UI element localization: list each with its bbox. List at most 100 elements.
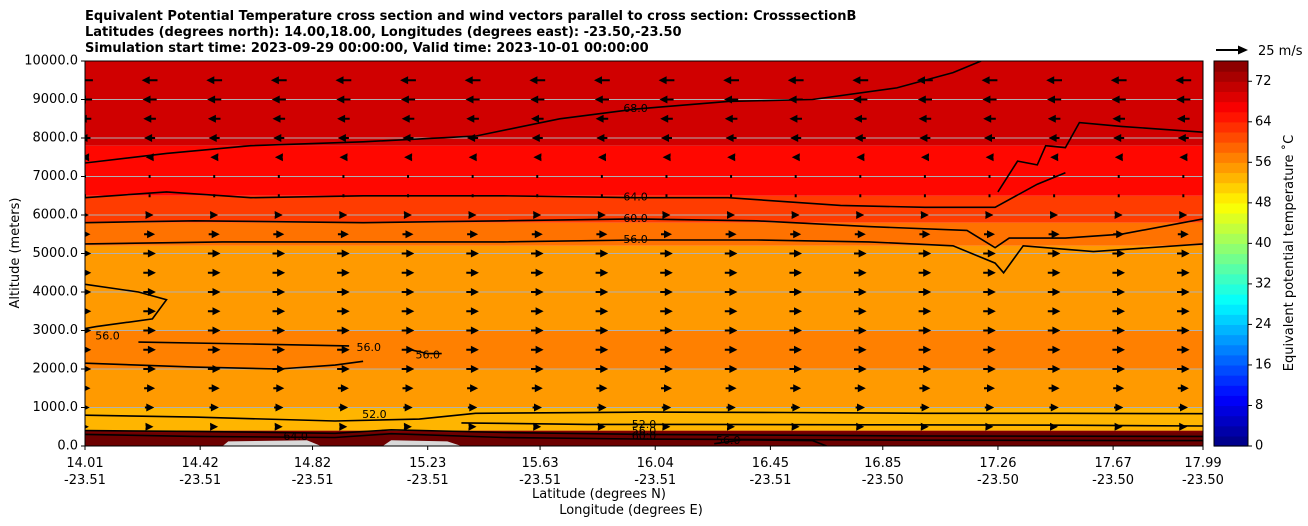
wind-vector-2-15 [1047,114,1061,123]
wind-vector-11-14 [983,288,996,296]
wind-vector-3-7 [531,134,543,142]
wind-vector-3-9 [661,134,672,142]
x-tick-lon-label-9: -23.50 [1092,473,1134,488]
wind-vector-6-9 [665,194,668,198]
chart-title-line-1: Equivalent Potential Temperature cross s… [85,9,857,24]
wind-vector-6-17 [1182,194,1185,198]
x-tick-lat-label-5: 16.04 [637,456,674,471]
wind-vector-13-15 [1047,326,1061,335]
y-tick-label-0: 0.0 [57,439,78,454]
wind-vector-7-8 [597,211,606,219]
wind-vector-8-6 [467,230,479,239]
wind-vector-6-3 [277,194,280,198]
wind-vector-15-12 [854,365,867,373]
wind-vector-0-16 [1110,76,1127,85]
wind-vector-3-5 [402,134,414,142]
quiver-key-label: 25 m/s [1258,44,1303,59]
wind-vector-1-0 [85,95,93,104]
wind-vector-16-13 [919,384,931,393]
wind-vector-1-3 [271,95,286,104]
wind-vector-13-17 [1177,326,1190,335]
wind-vector-12-11 [789,307,802,316]
wind-vector-11-13 [918,288,932,296]
wind-vector-3-14 [984,134,995,142]
wind-vector-1-10 [724,95,739,104]
wind-vector-17-15 [1049,403,1059,412]
wind-vector-5-14 [988,175,991,178]
wind-vector-15-14 [983,365,996,373]
wind-vector-0-10 [723,76,739,85]
colorbar-tick-label-3: 24 [1255,317,1272,332]
wind-vector-16-6 [467,384,479,393]
x-tick-lat-label-2: 14.82 [294,456,331,471]
wind-vector-10-15 [1047,268,1061,277]
contour-label-6: 56.0 [415,349,440,362]
wind-vector-14-5 [401,345,415,354]
wind-vector-13-16 [1112,326,1125,335]
contour-68 [85,61,982,164]
contour-label-5: 56.0 [356,341,381,354]
wind-vector-15-8 [595,365,609,373]
wind-vector-18-0 [85,424,89,429]
wind-vector-10-3 [272,268,286,277]
wind-vector-9-16 [1112,249,1125,258]
wind-vector-17-5 [403,403,413,412]
colorbar: 0 8 16 24 32 40 48 56 64 72 [1213,60,1272,454]
contour-64 [85,171,1066,209]
wind-vector-7-5 [403,211,412,219]
wind-vector-10-12 [854,268,867,277]
colorbar-segment-30 [1214,131,1248,143]
wind-vector-6-1 [148,194,151,198]
wind-vector-8-9 [661,230,672,239]
colorbar-segment-12 [1214,314,1248,326]
wind-vector-5-8 [600,175,603,178]
x-tick-lat-label-9: 17.67 [1095,456,1132,471]
wind-vector-18-2 [210,422,219,431]
colorbar-segment-28 [1214,152,1248,163]
wind-vector-17-0 [85,405,90,410]
wind-vector-17-6 [467,403,478,412]
wind-vector-1-11 [788,95,803,104]
wind-vector-2-4 [337,114,350,123]
wind-vector-7-17 [1179,211,1188,219]
wind-vector-11-3 [272,288,286,296]
wind-vector-6-16 [1117,194,1120,198]
wind-vector-14-3 [272,345,286,354]
wind-vector-5-10 [730,175,733,178]
wind-vector-5-17 [1182,175,1185,178]
wind-vector-1-5 [400,95,416,104]
colorbar-segment-3 [1214,405,1248,417]
wind-vector-11-17 [1177,288,1190,296]
wind-vector-17-13 [920,403,930,412]
colorbar-segment-19 [1214,243,1248,255]
wind-vector-18-12 [856,422,865,431]
wind-vector-11-6 [466,288,479,296]
wind-vector-0-3 [270,76,287,85]
wind-vector-3-15 [1048,134,1060,142]
wind-vector-10-10 [724,268,738,277]
wind-vector-8-10 [725,230,737,239]
wind-vector-3-0 [85,134,91,142]
wind-vector-14-10 [724,345,738,354]
wind-vector-4-11 [791,153,800,162]
wind-vector-18-7 [533,422,542,431]
wind-vector-13-0 [85,327,92,334]
colorbar-segment-23 [1214,202,1248,214]
x-tick-lat-label-4: 15.63 [521,456,558,471]
wind-vector-4-3 [274,153,283,162]
colorbar-tick-label-7: 56 [1255,155,1272,170]
y-tick-label-3: 3000.0 [33,323,79,338]
wind-vector-15-3 [272,365,286,373]
wind-vector-14-8 [595,345,609,354]
wind-vector-12-10 [724,307,738,316]
wind-vector-4-1 [145,153,154,162]
colorbar-segment-32 [1214,111,1248,123]
wind-vector-12-15 [1047,307,1061,316]
x-tick-lon-label-7: -23.50 [862,473,904,488]
wind-vector-17-10 [726,403,736,412]
colorbar-tick-label-1: 8 [1255,398,1263,413]
x-tick-lon-label-2: -23.51 [292,473,334,488]
wind-vector-13-4 [337,326,350,335]
x-axis-label-latitude: Latitude (degrees N) [532,487,666,502]
x-tick-lon-label-0: -23.51 [64,473,106,488]
